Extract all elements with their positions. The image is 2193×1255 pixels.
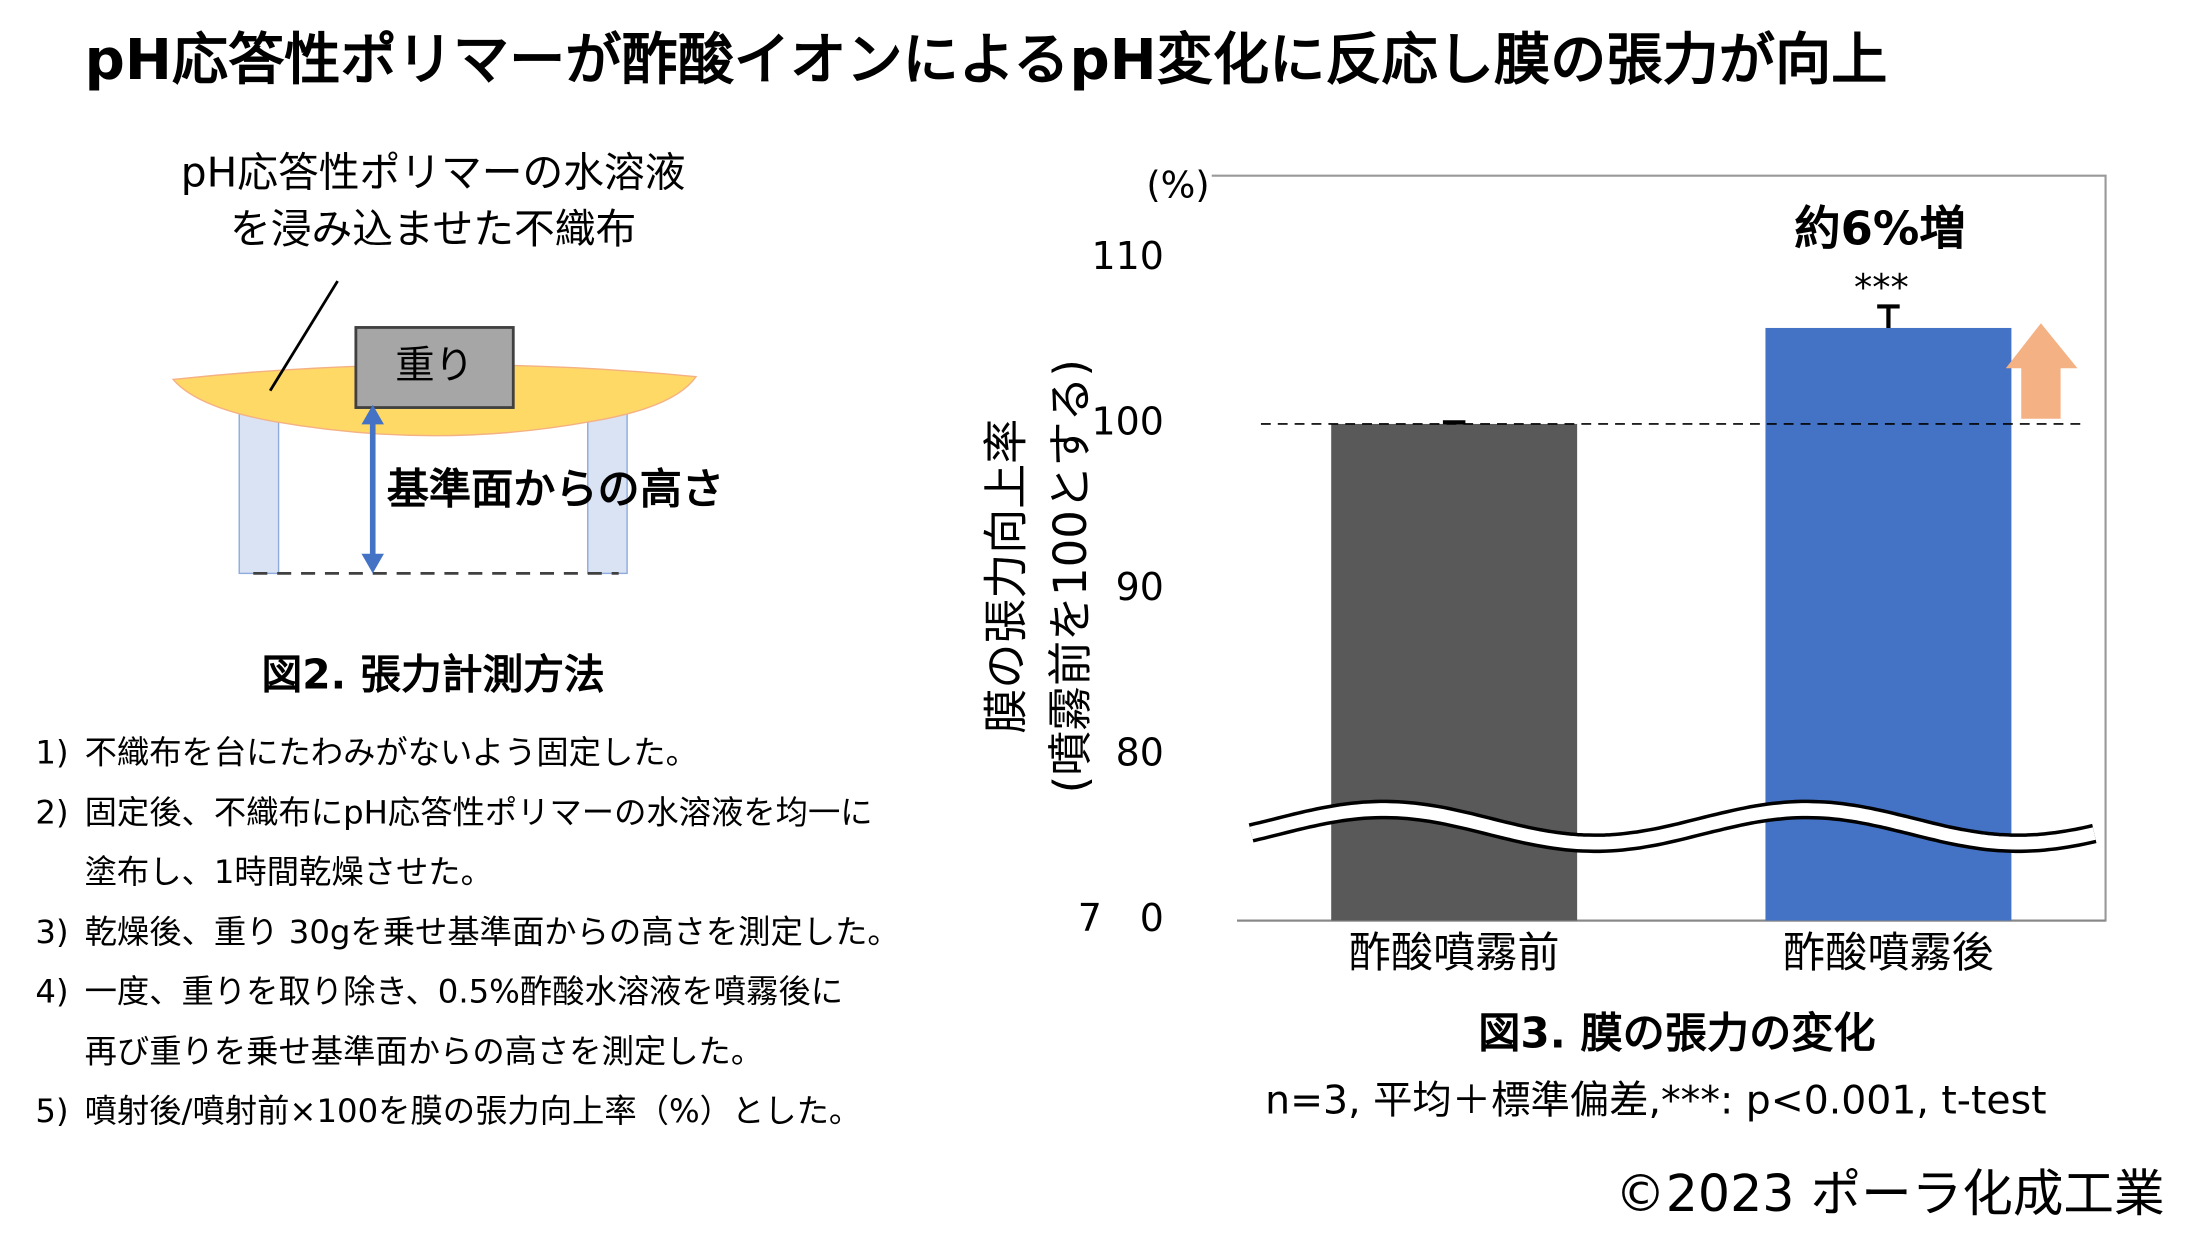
y-tick-label: 110 bbox=[1092, 234, 1164, 278]
y-axis-label: (噴霧前を100とする) bbox=[1044, 359, 1097, 793]
x-tick-label: 酢酸噴霧前 bbox=[1349, 928, 1560, 977]
steps: 1) 不織布を台にたわみがないよう固定した。 2) 固定後、不織布にpH応答性ポリマー… bbox=[35, 734, 899, 1130]
significance: *** bbox=[1854, 266, 1909, 309]
diagram-label: pH応答性ポリマーの水溶液 bbox=[181, 149, 686, 197]
increase-arrow bbox=[2005, 323, 2078, 419]
y-tick-label: 7 0 bbox=[1078, 896, 1164, 940]
step-number: 4) bbox=[35, 973, 68, 1011]
x-tick-label: 酢酸噴霧後 bbox=[1783, 928, 1994, 977]
chart-note: n=3, 平均＋標準偏差,***: p<0.001, t-test bbox=[1265, 1078, 2046, 1124]
step-text: 不織布を台にたわみがないよう固定した。 bbox=[85, 734, 698, 772]
annotation: 約6%増 bbox=[1794, 201, 1965, 255]
copyright: ©2023 ポーラ化成工業 bbox=[1615, 1164, 2164, 1223]
pillar bbox=[587, 399, 628, 575]
step-text: 固定後、不織布にpH応答性ポリマーの水溶液を均一に bbox=[85, 793, 873, 831]
y-tick-label: 80 bbox=[1116, 730, 1164, 774]
diagram-label: を浸み込ませた不織布 bbox=[230, 205, 636, 253]
height-label: 基準面からの高さ bbox=[387, 464, 724, 513]
step-text: 一度、重りを取り除き、0.5%酢酸水溶液を噴霧後に bbox=[85, 973, 843, 1011]
weight-label: 重り bbox=[395, 343, 474, 389]
diagram-caption: 図2. 張力計測方法 bbox=[262, 650, 605, 698]
error-bar bbox=[1877, 304, 1900, 328]
unit-label: (%) bbox=[1146, 163, 1209, 206]
y-tick-label: 100 bbox=[1092, 399, 1164, 443]
arrow-heads bbox=[361, 404, 384, 574]
page-title: pH応答性ポリマーが酢酸イオンによるpH変化に反応し膜の張力が向上 bbox=[85, 28, 1888, 93]
chart-caption: 図3. 膜の張力の変化 bbox=[1478, 1008, 1875, 1057]
step-number: 2) bbox=[35, 793, 68, 831]
y-tick-label: 90 bbox=[1116, 565, 1164, 609]
step-text: 噴射後/噴射前×100を膜の張力向上率（%）とした。 bbox=[85, 1092, 862, 1130]
step-text: 乾燥後、重り 30gを乗せ基準面からの高さを測定した。 bbox=[85, 913, 900, 951]
step-number: 5) bbox=[35, 1092, 68, 1130]
chart: 7 0 80 90 100 110 (%) 膜の張力向上率 (噴霧前を100とする) 酢酸噴霧前… bbox=[979, 163, 2107, 1124]
y-axis-label: 膜の張力向上率 bbox=[979, 419, 1032, 734]
axis-break bbox=[1249, 803, 2096, 850]
weight-box bbox=[354, 326, 515, 409]
step-text: 塗布し、1時間乾燥させた。 bbox=[85, 853, 493, 891]
leader-line bbox=[268, 280, 339, 392]
diagram bbox=[171, 280, 698, 575]
step-number: 3) bbox=[35, 913, 68, 951]
step-number: 1) bbox=[35, 734, 68, 772]
pillar bbox=[238, 399, 280, 575]
step-text: 再び重りを乗せ基準面からの高さを測定した。 bbox=[85, 1032, 764, 1070]
